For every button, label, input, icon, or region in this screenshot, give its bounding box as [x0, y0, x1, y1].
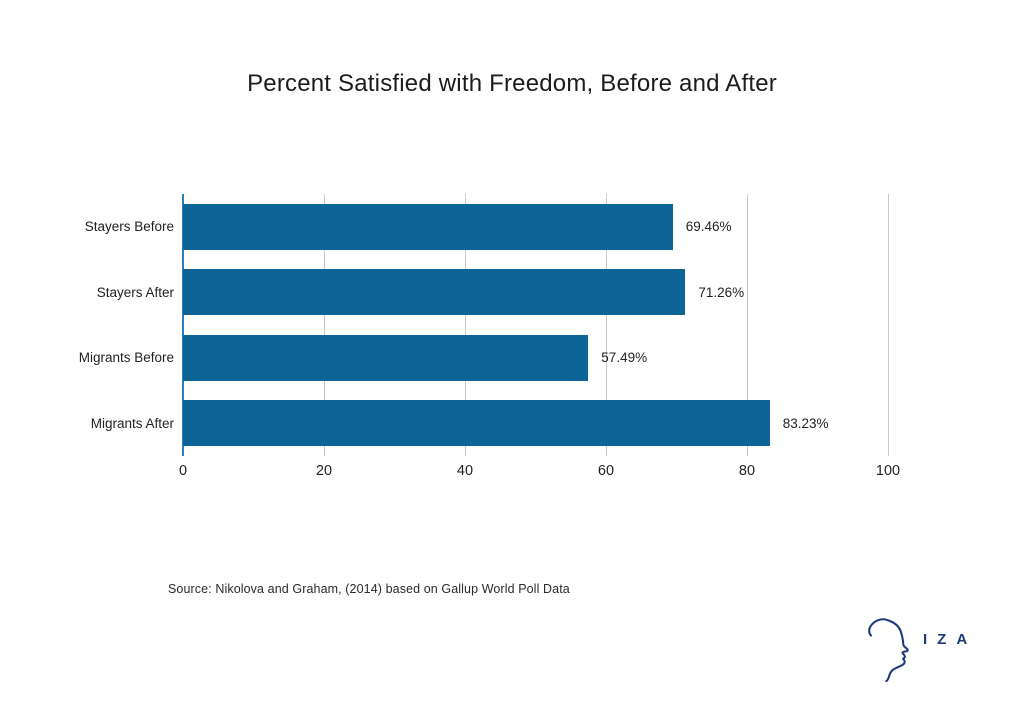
x-tick-label: 40: [456, 463, 474, 479]
y-axis-line: [182, 194, 184, 456]
x-axis-tick-labels: 0 20 40 60 80 100: [179, 463, 900, 485]
x-tick-label: 60: [597, 463, 615, 479]
bar-row: Migrants After 83.23%: [91, 391, 888, 457]
head-profile-icon: [868, 618, 909, 682]
bar-row: Migrants Before 57.49%: [79, 325, 888, 391]
iza-logo: IZA: [866, 616, 977, 682]
gridline: [324, 194, 325, 456]
gridline: [606, 194, 607, 456]
x-tick-label: 100: [875, 463, 901, 479]
x-tick-label: 80: [738, 463, 756, 479]
bar: [183, 203, 673, 250]
category-label: Migrants After: [90, 415, 174, 431]
value-label: 69.46%: [685, 219, 732, 235]
value-label: 71.26%: [698, 284, 745, 300]
value-label: 57.49%: [601, 350, 648, 366]
chart-title: Percent Satisfied with Freedom, Before a…: [247, 70, 777, 97]
bar-row: Stayers After 71.26%: [97, 260, 888, 326]
bar-row: Stayers Before 69.46%: [85, 194, 888, 260]
bar-rows: Stayers Before 69.46% Stayers After 71.26% M…: [79, 194, 888, 457]
value-label: 83.23%: [782, 415, 829, 431]
plot-area: Stayers Before 69.46% Stayers After 71.26% M…: [79, 194, 889, 457]
category-label: Stayers After: [96, 284, 174, 300]
gridline: [888, 194, 889, 456]
bar: [183, 269, 686, 316]
bar: [183, 334, 589, 381]
logo-text: IZA: [923, 631, 978, 648]
bar: [183, 400, 770, 447]
category-label: Stayers Before: [84, 219, 174, 235]
gridline: [465, 194, 466, 456]
category-label: Migrants Before: [78, 350, 174, 366]
gridline: [747, 194, 748, 456]
x-tick-label: 20: [315, 463, 333, 479]
x-tick-label: 0: [178, 463, 188, 479]
source-note: Source: Nikolova and Graham, (2014) base…: [168, 582, 570, 596]
